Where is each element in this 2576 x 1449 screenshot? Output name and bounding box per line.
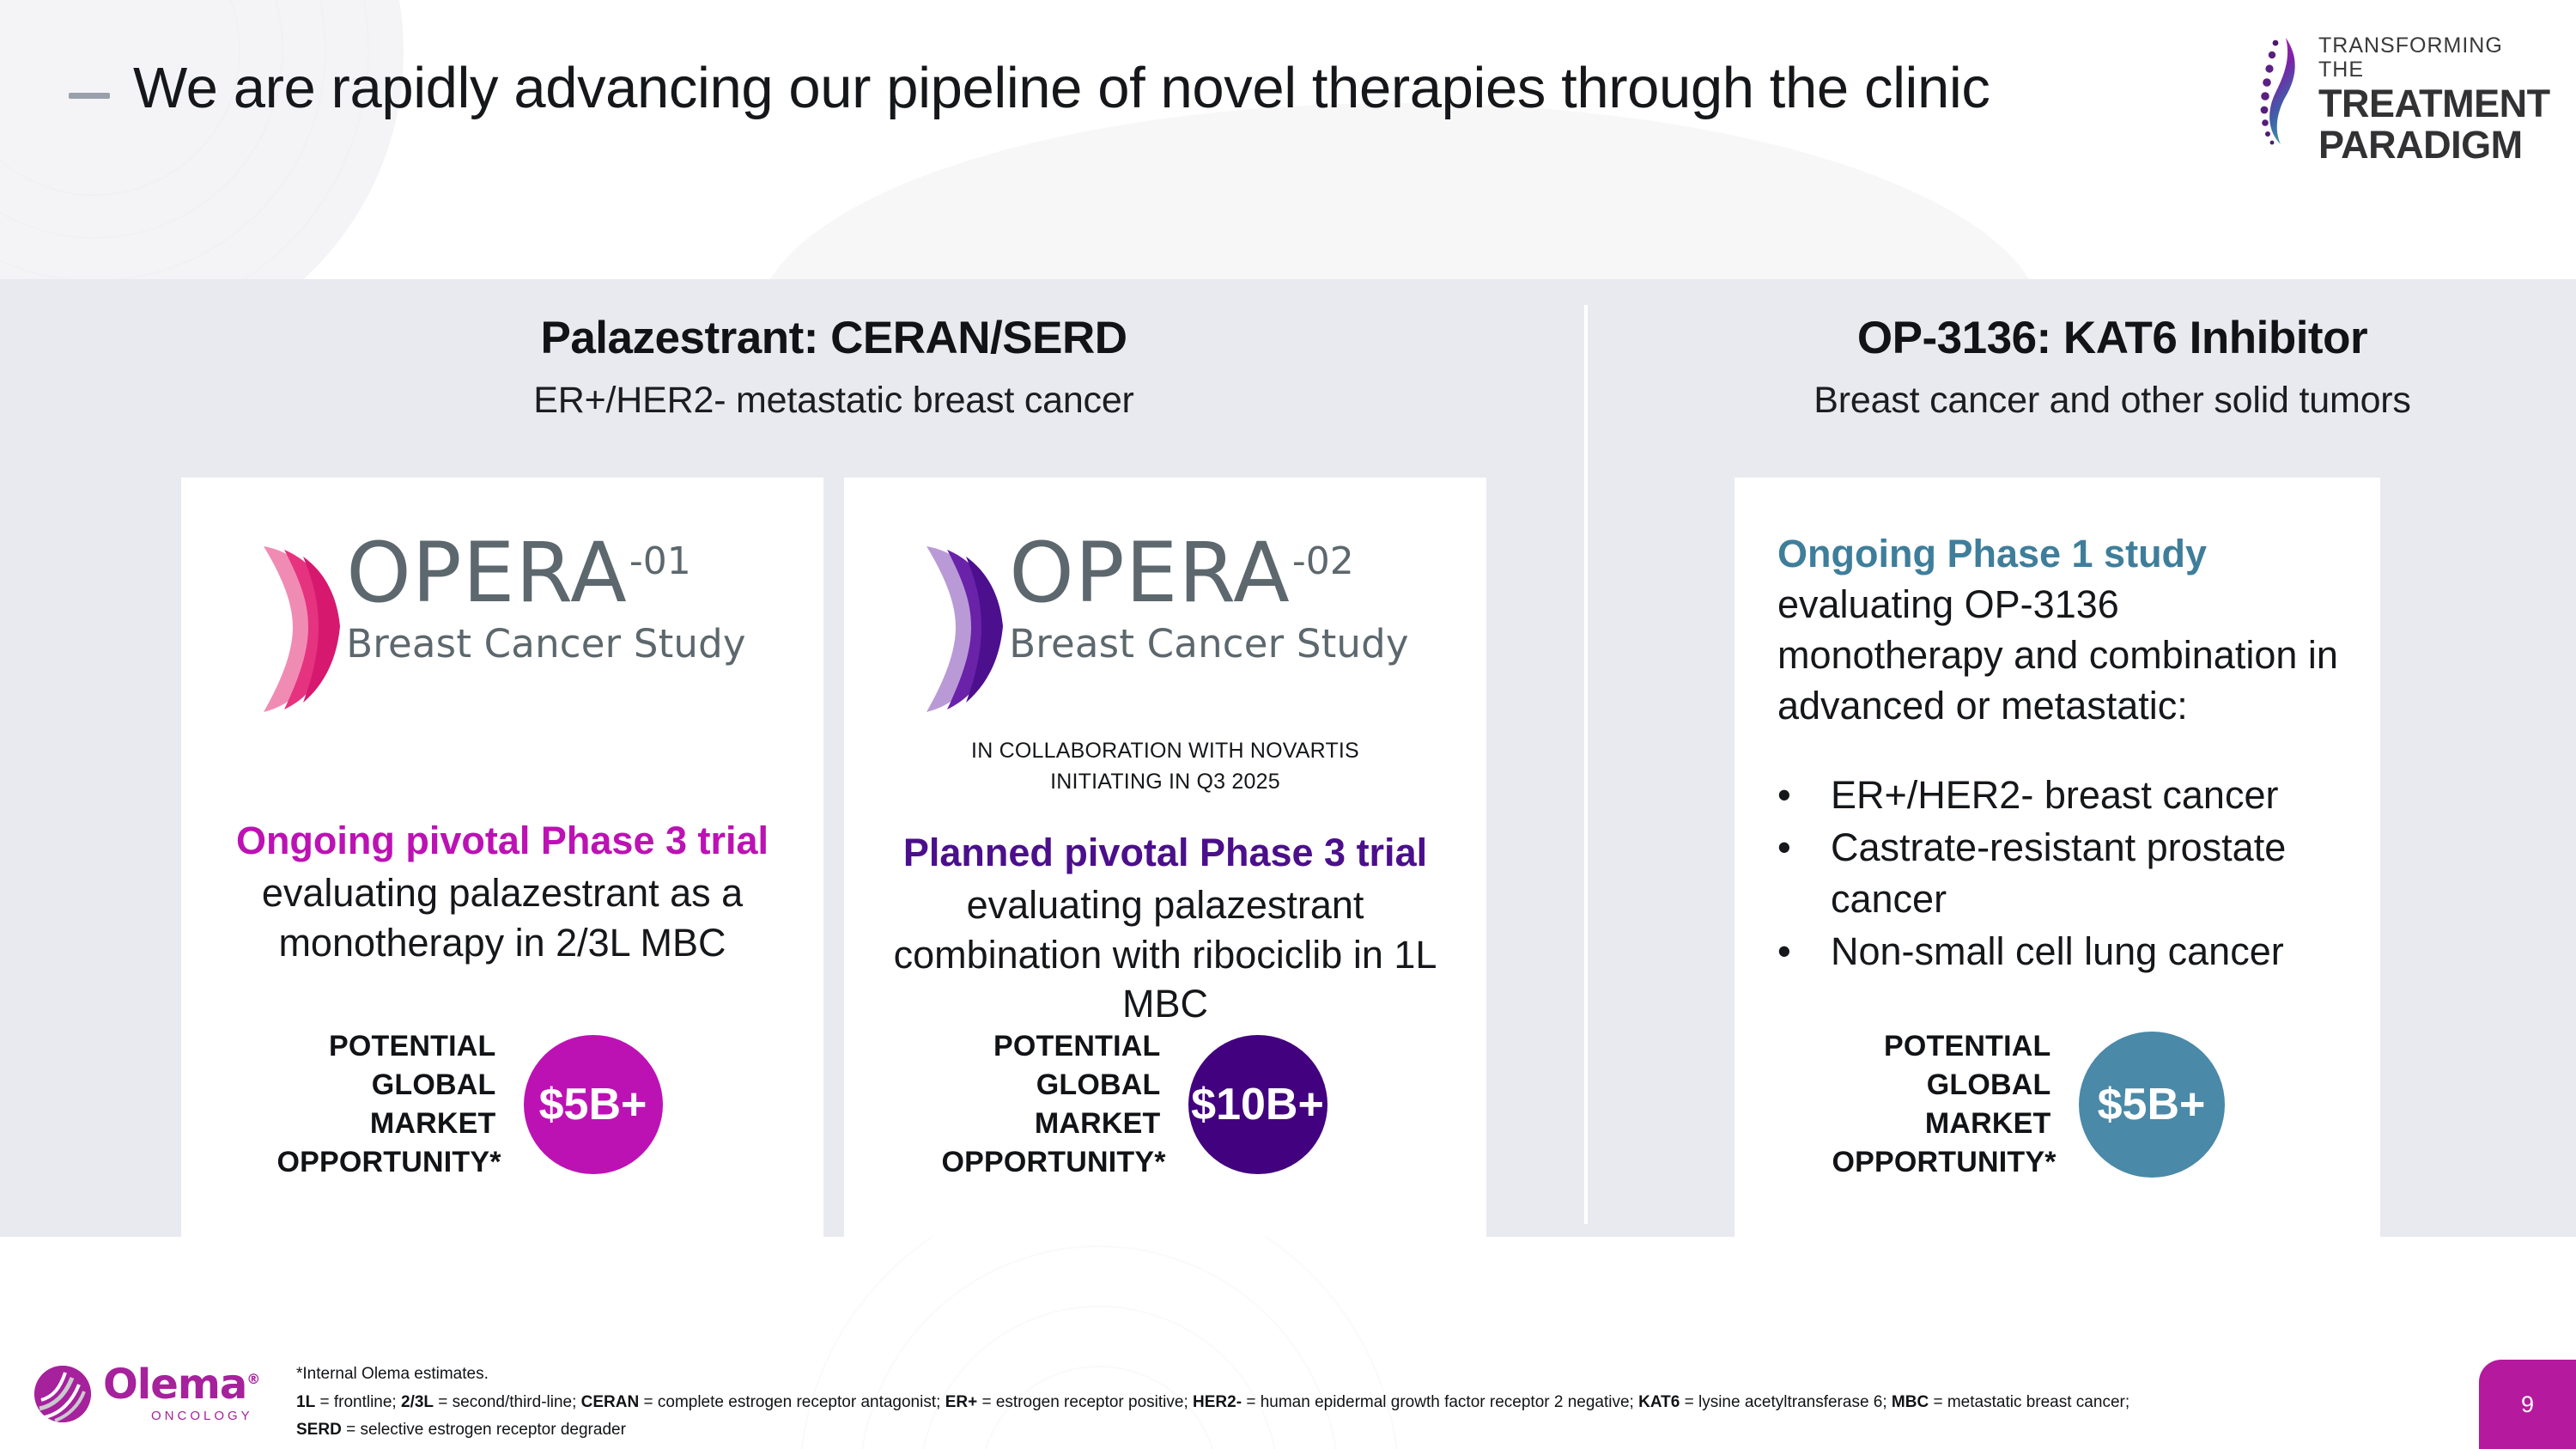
opera-01-wordmark: OPERA -01 Breast Cancer Study bbox=[346, 525, 746, 667]
opportunity-value: $5B+ bbox=[538, 1079, 647, 1129]
op-3136-body: evaluating OP-3136 monotherapy and combi… bbox=[1777, 581, 2338, 728]
opportunity-label: POTENTIAL GLOBAL MARKET OPPORTUNITY* bbox=[1832, 1030, 2057, 1178]
ribbon-icon bbox=[921, 541, 1005, 717]
bullet-icon: • bbox=[1777, 825, 1791, 870]
brand-line-3: PARADIGM bbox=[2318, 123, 2523, 167]
slide-footer bbox=[0, 1237, 2576, 1449]
column-header-palazestrant: Palazestrant: CERAN/SERD ER+/HER2- metas… bbox=[181, 312, 1486, 422]
column-header-op3136: OP-3136: KAT6 Inhibitor Breast cancer an… bbox=[1683, 312, 2542, 422]
card-op-3136: Ongoing Phase 1 study evaluating OP-3136… bbox=[1735, 478, 2380, 1243]
op-3136-opportunity: POTENTIAL GLOBAL MARKET OPPORTUNITY* $5B… bbox=[1705, 1027, 2351, 1182]
list-item: • Non-small cell lung cancer bbox=[1777, 926, 2354, 977]
column-subtitle: ER+/HER2- metastatic breast cancer bbox=[533, 380, 1134, 421]
slide-header: We are rapidly advancing our pipeline of… bbox=[0, 0, 2576, 279]
opera-01-trial-body: evaluating palazestrant as a monotherapy… bbox=[261, 871, 744, 965]
column-title: OP-3136: KAT6 Inhibitor bbox=[1856, 313, 2368, 363]
opera-tagline: Breast Cancer Study bbox=[1009, 621, 1409, 667]
card-opera-01: OPERA -01 Breast Cancer Study Ongoing pi… bbox=[181, 478, 823, 1243]
page-title: We are rapidly advancing our pipeline of… bbox=[133, 56, 1990, 120]
olema-word: Olema® bbox=[103, 1364, 260, 1405]
olema-wordmark: Olema® ONCOLOGY bbox=[103, 1364, 260, 1423]
column-divider bbox=[1584, 305, 1588, 1224]
opportunity-value: $5B+ bbox=[2097, 1079, 2206, 1129]
opportunity-value-circle: $10B+ bbox=[1188, 1034, 1327, 1174]
page-number: 9 bbox=[2520, 1391, 2535, 1417]
bullet-icon: • bbox=[1777, 928, 1791, 973]
list-item-label: Non-small cell lung cancer bbox=[1831, 928, 2284, 973]
opportunity-label: POTENTIAL GLOBAL MARKET OPPORTUNITY* bbox=[941, 1030, 1166, 1178]
brand-lockup: TRANSFORMING THE TREATMENT PARADIGM bbox=[2251, 33, 2552, 164]
opera-02-collaboration: IN COLLABORATION WITH NOVARTIS INITIATIN… bbox=[844, 736, 1486, 797]
list-item-label: Castrate-resistant prostate cancer bbox=[1831, 825, 2287, 921]
brand-line-1: TRANSFORMING THE bbox=[2318, 33, 2503, 82]
list-item-label: ER+/HER2- breast cancer bbox=[1831, 772, 2279, 817]
opportunity-value: $10B+ bbox=[1191, 1079, 1324, 1129]
opera-word: OPERA bbox=[346, 525, 628, 621]
watermark-blob-right bbox=[756, 103, 2044, 279]
footnote-line-2: 1L = frontline; 2/3L = second/third-line… bbox=[296, 1392, 2130, 1411]
opera-02-trial-heading: Planned pivotal Phase 3 trial bbox=[902, 831, 1428, 874]
list-item: • ER+/HER2- breast cancer bbox=[1777, 770, 2354, 820]
opportunity-label: POTENTIAL GLOBAL MARKET OPPORTUNITY* bbox=[276, 1030, 501, 1178]
op-3136-lead: Ongoing Phase 1 study bbox=[1777, 532, 2208, 575]
column-subtitle: Breast cancer and other solid tumors bbox=[1814, 380, 2411, 421]
opera-01-trial-heading: Ongoing pivotal Phase 3 trial bbox=[235, 819, 769, 862]
olema-word-text: Olema bbox=[103, 1361, 247, 1409]
card-opera-02: OPERA -02 Breast Cancer Study IN COLLABO… bbox=[844, 478, 1486, 1243]
opera-02-trial-body: evaluating palazestrant combination with… bbox=[893, 883, 1437, 1026]
opportunity-value-circle: $5B+ bbox=[523, 1034, 663, 1174]
opera-01-opportunity: POTENTIAL GLOBAL MARKET OPPORTUNITY* $5B… bbox=[149, 1027, 791, 1182]
column-title: Palazestrant: CERAN/SERD bbox=[540, 313, 1127, 363]
opera-word: OPERA bbox=[1009, 525, 1291, 621]
page-number-badge: 9 bbox=[2479, 1360, 2576, 1449]
opera-02-wordmark: OPERA -02 Breast Cancer Study bbox=[1009, 525, 1409, 667]
opera-01-logo: OPERA -01 Breast Cancer Study bbox=[181, 525, 823, 717]
bullet-icon: • bbox=[1777, 772, 1791, 817]
list-item: • Castrate-resistant prostate cancer bbox=[1777, 822, 2354, 924]
opportunity-value-circle: $5B+ bbox=[2078, 1031, 2225, 1178]
opera-suffix: -01 bbox=[629, 539, 691, 583]
footnotes: *Internal Olema estimates. 1L = frontlin… bbox=[296, 1361, 2357, 1445]
olema-mark-icon bbox=[34, 1366, 91, 1423]
ribbon-icon bbox=[258, 541, 343, 717]
opera-suffix: -02 bbox=[1291, 539, 1354, 583]
collab-line-2: INITIATING IN Q3 2025 bbox=[1050, 769, 1280, 794]
brand-wordmark: TRANSFORMING THE TREATMENT PARADIGM bbox=[2318, 33, 2552, 167]
op-3136-description: Ongoing Phase 1 study evaluating OP-3136… bbox=[1777, 529, 2342, 732]
brand-swoosh-icon bbox=[2251, 34, 2312, 146]
brand-line-2: TREATMENT bbox=[2318, 82, 2550, 125]
opera-tagline: Breast Cancer Study bbox=[346, 621, 746, 667]
opera-02-logo: OPERA -02 Breast Cancer Study bbox=[844, 525, 1486, 717]
opera-02-opportunity: POTENTIAL GLOBAL MARKET OPPORTUNITY* $10… bbox=[813, 1027, 1455, 1182]
footnote-line-1: *Internal Olema estimates. bbox=[296, 1365, 489, 1383]
olema-logo: Olema® ONCOLOGY bbox=[34, 1364, 260, 1423]
registered-icon: ® bbox=[246, 1371, 260, 1387]
collab-line-1: IN COLLABORATION WITH NOVARTIS bbox=[971, 739, 1359, 763]
olema-sub: ONCOLOGY bbox=[151, 1408, 253, 1423]
footnote-line-3: SERD = selective estrogen receptor degra… bbox=[296, 1421, 626, 1440]
title-dash-icon bbox=[69, 93, 110, 99]
op-3136-indication-list: • ER+/HER2- breast cancer • Castrate-res… bbox=[1777, 770, 2354, 977]
